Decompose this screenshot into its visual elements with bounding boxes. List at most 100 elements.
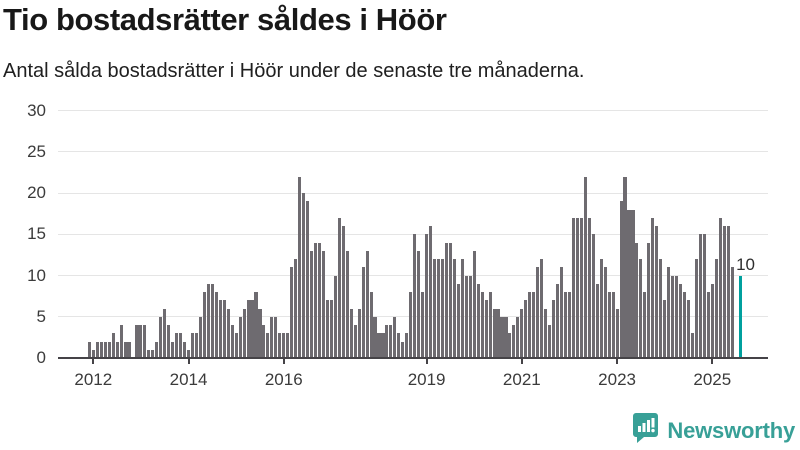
bar — [298, 176, 302, 358]
bar — [413, 234, 417, 358]
bar — [405, 333, 409, 358]
bar — [504, 316, 508, 358]
bar — [548, 325, 552, 358]
bar — [686, 300, 691, 358]
bar — [210, 283, 214, 358]
bar-value-label: 10 — [736, 254, 756, 274]
bar — [663, 300, 667, 358]
bar — [242, 308, 246, 358]
x-axis-tick — [520, 359, 523, 364]
bar — [194, 333, 199, 358]
bar — [603, 267, 607, 358]
bar — [91, 349, 95, 358]
bar — [639, 259, 643, 358]
bar — [690, 333, 695, 358]
bar — [321, 250, 325, 358]
bar — [393, 316, 397, 358]
bar — [702, 234, 706, 358]
bar — [87, 341, 91, 358]
gridline — [58, 233, 768, 235]
bar — [556, 283, 560, 358]
bar — [103, 341, 107, 358]
x-axis-label: 2021 — [502, 370, 541, 389]
bar — [270, 316, 274, 358]
bar — [714, 259, 718, 358]
bar — [631, 209, 635, 358]
bar — [651, 217, 655, 358]
bar — [508, 333, 512, 358]
bar — [119, 325, 123, 358]
bar — [421, 292, 425, 358]
bar — [599, 259, 603, 358]
bar — [710, 283, 714, 358]
bar — [151, 349, 155, 358]
bar — [258, 308, 262, 358]
bar — [401, 341, 405, 358]
bar — [512, 325, 516, 358]
bar — [159, 316, 163, 358]
bar — [377, 333, 381, 358]
bar — [440, 259, 445, 358]
bar — [190, 333, 195, 358]
bar — [623, 176, 627, 358]
gridline — [58, 316, 768, 318]
bar — [540, 259, 544, 358]
bar — [706, 292, 710, 358]
x-axis-label: 2025 — [693, 370, 732, 389]
x-axis-label: 2016 — [264, 370, 303, 389]
bar — [587, 217, 591, 358]
gridline — [58, 151, 768, 153]
y-axis-label: 20 — [27, 183, 46, 203]
bar — [218, 300, 222, 358]
bar — [99, 341, 103, 358]
gridline — [58, 110, 768, 112]
x-axis-label: 2012 — [74, 370, 113, 389]
bar — [329, 300, 333, 358]
x-axis-tick — [616, 359, 619, 364]
bar — [111, 333, 115, 358]
newsworthy-logo: Newsworthy — [633, 413, 795, 448]
bar — [222, 300, 226, 358]
bar — [559, 267, 564, 358]
bar — [444, 242, 448, 358]
bar — [179, 333, 183, 358]
bar — [516, 316, 520, 358]
bar — [171, 341, 175, 358]
bar — [313, 242, 318, 358]
bar — [500, 316, 504, 358]
y-axis-label: 30 — [27, 100, 46, 120]
bar — [345, 250, 349, 358]
bar — [730, 267, 734, 358]
bar — [468, 275, 472, 358]
bar — [175, 333, 179, 358]
bar — [675, 275, 679, 358]
bar — [679, 283, 683, 358]
bar — [722, 226, 726, 358]
bar — [317, 242, 322, 358]
bar — [155, 341, 159, 358]
bar — [325, 300, 329, 358]
bar — [183, 341, 187, 358]
bar — [238, 316, 242, 358]
bar — [464, 275, 468, 358]
y-axis-label: 0 — [36, 348, 46, 367]
bar — [290, 267, 294, 358]
bar — [563, 292, 568, 358]
highlighted-bar — [738, 275, 742, 358]
bar — [286, 333, 290, 358]
bar — [310, 250, 314, 358]
bar — [607, 292, 611, 358]
bar — [433, 259, 437, 358]
page-title: Tio bostadsrätter såldes i Höör — [3, 2, 447, 37]
bar — [226, 308, 230, 358]
bar — [147, 349, 151, 358]
x-axis-line — [58, 357, 768, 359]
bar — [671, 275, 675, 358]
bar — [667, 267, 671, 358]
bar — [627, 209, 631, 358]
bar — [163, 308, 167, 358]
bar — [397, 333, 401, 358]
page-subtitle: Antal sålda bostadsrätter i Höör under d… — [3, 60, 585, 82]
bar — [726, 226, 730, 358]
